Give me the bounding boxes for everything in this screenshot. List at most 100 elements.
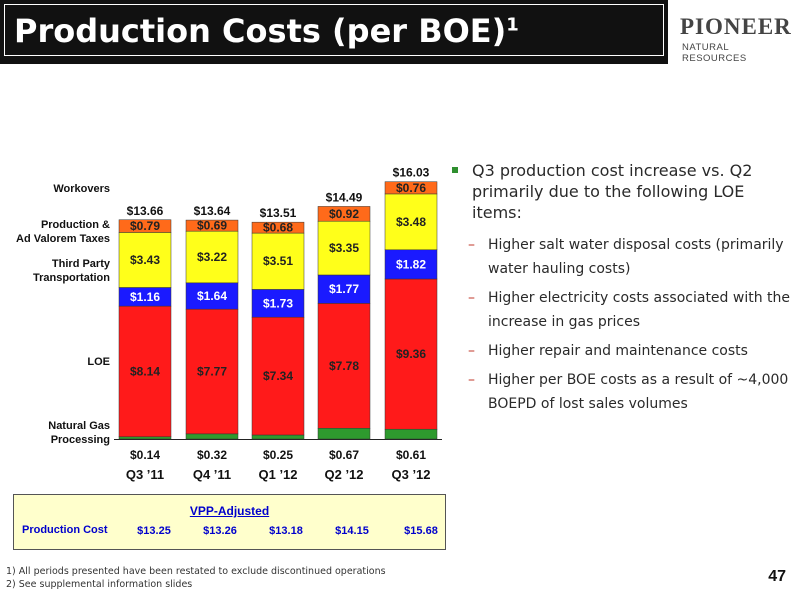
- bar-total-label: $16.03: [393, 166, 430, 180]
- title-frame: [4, 4, 664, 56]
- commentary-item: – Higher salt water disposal costs (prima…: [468, 233, 792, 281]
- stacked-bar-chart: $8.14 $1.16 $3.43 $0.79$13.66 $0.14 Q3 ’11 $7.…: [16, 166, 442, 482]
- segment-value-label: $3.43: [130, 253, 160, 267]
- bar-segment: [118, 232, 172, 288]
- bar-segment: [384, 278, 438, 430]
- dash-icon: –: [468, 343, 475, 359]
- segment-value-label: $0.79: [130, 219, 160, 233]
- bar-segment: [251, 221, 305, 234]
- bar-segment: [317, 220, 371, 276]
- company-logo: PIONEER NATURAL RESOURCES: [676, 10, 796, 64]
- commentary-headline: Q3 production cost increase vs. Q2 prima…: [452, 160, 792, 223]
- bar-segment: [317, 274, 371, 304]
- series-label: Third Party: [52, 258, 111, 270]
- commentary-item-text: Higher per BOE costs as a result of ~4,0…: [488, 372, 789, 412]
- bar-segment: [251, 232, 305, 290]
- vpp-adjusted-table: VPP-Adjusted Production Cost $13.25 $13.…: [13, 494, 446, 550]
- commentary-item: – Higher electricity costs associated wit…: [468, 286, 792, 334]
- series-label: Transportation: [33, 272, 110, 284]
- segment-value-label: $7.77: [197, 365, 227, 379]
- dash-icon: –: [468, 237, 475, 253]
- segment-value-label: $1.16: [130, 290, 160, 304]
- x-tick-label: Q3 ’11: [126, 467, 164, 482]
- bar-segment: [185, 308, 239, 435]
- bar-segment: [384, 249, 438, 280]
- segment-value-label: $3.22: [197, 250, 227, 264]
- slide-title: Production Costs (per BOE)1: [14, 12, 519, 50]
- commentary-item-text: Higher salt water disposal costs (primar…: [488, 237, 784, 277]
- bar-total-label: $13.51: [260, 206, 297, 220]
- bar-total-label: $14.49: [326, 190, 363, 204]
- dash-icon: –: [468, 290, 475, 306]
- bar-segment: [251, 434, 305, 440]
- segment-value-label: $1.77: [329, 282, 359, 296]
- bar-segment: [251, 316, 305, 436]
- vpp-title: VPP-Adjusted: [189, 504, 270, 518]
- title-footnote-marker: 1: [506, 14, 519, 36]
- bullet-square-icon: [452, 167, 458, 173]
- bar-segment: [384, 428, 438, 440]
- bar-segment: [185, 230, 239, 284]
- commentary: Q3 production cost increase vs. Q2 prima…: [452, 160, 792, 421]
- bar-segment: [118, 436, 172, 440]
- vpp-value: $13.18: [269, 525, 303, 537]
- bar-segment: [185, 219, 239, 232]
- vpp-value: $15.68: [404, 525, 438, 537]
- segment-value-label: $1.82: [396, 257, 426, 271]
- logo-subtitle: NATURAL RESOURCES: [682, 42, 747, 64]
- logo-wordmark: PIONEER: [680, 14, 792, 39]
- x-tick-label: Q3 ’12: [391, 467, 430, 482]
- x-tick-label: Q2 ’12: [324, 467, 363, 482]
- series-label: LOE: [87, 356, 110, 368]
- natural-gas-value-label: $0.32: [197, 448, 227, 462]
- series-label: Workovers: [53, 183, 110, 195]
- segment-value-label: $3.51: [263, 254, 293, 268]
- segment-value-label: $0.92: [329, 207, 359, 221]
- bar-segment: [384, 181, 438, 195]
- bar-segment: [384, 193, 438, 251]
- dash-icon: –: [468, 372, 475, 388]
- bar-segment: [118, 219, 172, 233]
- vpp-row-label: Production Cost: [22, 524, 108, 536]
- vpp-value: $13.25: [137, 525, 171, 537]
- natural-gas-value-label: $0.14: [130, 448, 160, 462]
- commentary-item-text: Higher electricity costs associated with…: [488, 290, 791, 330]
- title-bar: Production Costs (per BOE)1: [0, 0, 668, 64]
- bar-segment: [185, 282, 239, 310]
- series-label: Processing: [51, 434, 110, 446]
- x-tick-label: Q1 ’12: [258, 467, 297, 482]
- segment-value-label: $1.73: [263, 296, 293, 310]
- segment-value-label: $0.76: [396, 181, 426, 195]
- footnotes: 1) All periods presented have been resta…: [6, 565, 386, 591]
- natural-gas-value-label: $0.25: [263, 448, 293, 462]
- commentary-headline-text: Q3 production cost increase vs. Q2 prima…: [472, 161, 753, 222]
- segment-value-label: $3.48: [396, 215, 426, 229]
- slide-title-text: Production Costs (per BOE): [14, 12, 507, 50]
- series-label: Natural Gas: [48, 420, 110, 432]
- natural-gas-value-label: $0.61: [396, 448, 426, 462]
- bar-total-label: $13.66: [127, 204, 164, 218]
- footnote: 2) See supplemental information slides: [6, 579, 193, 590]
- series-label: Ad Valorem Taxes: [16, 233, 110, 245]
- footnote: 1) All periods presented have been resta…: [6, 566, 386, 577]
- segment-value-label: $8.14: [130, 364, 160, 378]
- segment-value-label: $7.78: [329, 359, 359, 373]
- natural-gas-value-label: $0.67: [329, 448, 359, 462]
- vpp-value: $14.15: [335, 525, 369, 537]
- bar-segment: [118, 305, 172, 438]
- bar-segment: [185, 433, 239, 440]
- segment-value-label: $7.34: [263, 369, 293, 383]
- segment-value-label: $3.35: [329, 241, 359, 255]
- commentary-list: – Higher salt water disposal costs (prima…: [468, 233, 792, 416]
- bar-total-label: $13.64: [194, 204, 231, 218]
- segment-value-label: $0.68: [263, 221, 293, 235]
- series-label: Production &: [41, 219, 110, 231]
- bar-segment: [317, 206, 371, 222]
- bar-segment: [317, 303, 371, 429]
- commentary-item: – Higher per BOE costs as a result of ~4,…: [468, 368, 792, 416]
- bar-segment: [317, 427, 371, 440]
- commentary-item-text: Higher repair and maintenance costs: [488, 343, 748, 359]
- vpp-value: $13.26: [203, 525, 237, 537]
- page-number: 47: [768, 568, 786, 585]
- segment-value-label: $0.69: [197, 219, 227, 233]
